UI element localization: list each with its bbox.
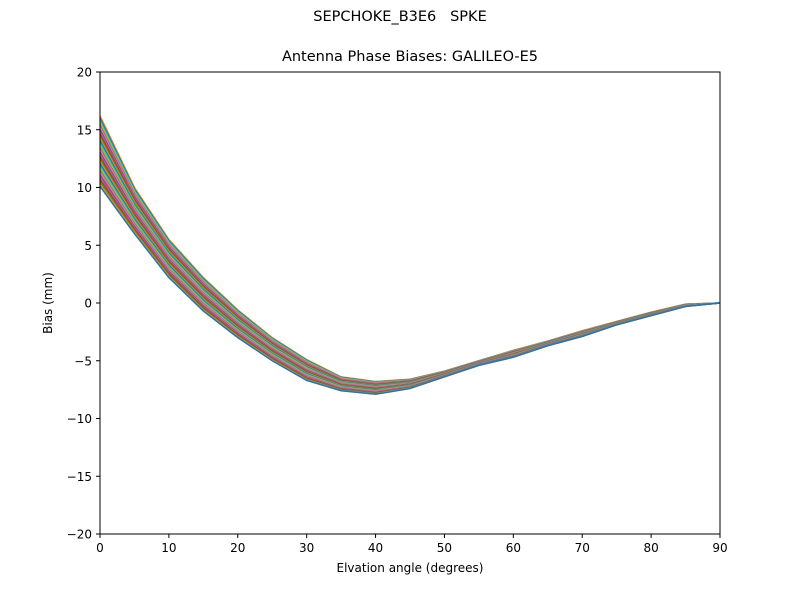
x-tick-label: 40 (368, 541, 383, 555)
y-tick-label: 0 (84, 297, 92, 311)
series-line (99, 129, 721, 385)
y-tick-label: 15 (77, 123, 92, 137)
series-line (99, 131, 721, 386)
series-line (99, 138, 721, 387)
y-axis-ticks: −20 −15 −10 −5 0 5 10 15 20 (67, 66, 100, 542)
y-tick-label: −10 (67, 412, 92, 426)
y-tick-label: −5 (74, 354, 92, 368)
x-tick-label: 20 (230, 541, 245, 555)
x-axis-ticks: 0 10 20 30 40 50 60 70 80 90 (96, 534, 728, 555)
data-curves (99, 115, 721, 396)
axes-frame (99, 71, 721, 535)
y-tick-label: 20 (77, 66, 92, 80)
series-line (99, 185, 721, 396)
x-tick-label: 10 (161, 541, 176, 555)
x-tick-label: 50 (437, 541, 452, 555)
series-line (99, 142, 721, 388)
x-tick-label: 90 (712, 541, 727, 555)
series-line (99, 120, 721, 384)
series-line (99, 117, 721, 383)
series-line (99, 115, 721, 383)
y-axis-label: Bias (mm) (41, 272, 55, 334)
x-axis-label: Elvation angle (degrees) (336, 561, 484, 575)
figure-suptitle: SEPCHOKE_B3E6 SPKE (313, 9, 487, 25)
y-tick-label: 10 (77, 181, 92, 195)
series-line (99, 133, 721, 386)
x-tick-label: 0 (96, 541, 104, 555)
x-tick-label: 30 (299, 541, 314, 555)
series-line (99, 122, 721, 384)
series-line (99, 126, 721, 385)
series-line (99, 140, 721, 387)
series-line (99, 124, 721, 384)
y-tick-label: −20 (67, 528, 92, 542)
chart-title: Antenna Phase Biases: GALILEO-E5 (281, 49, 539, 65)
y-tick-label: 5 (84, 239, 92, 253)
x-tick-label: 70 (575, 541, 590, 555)
x-tick-label: 60 (506, 541, 521, 555)
x-tick-label: 80 (643, 541, 658, 555)
y-tick-label: −15 (67, 470, 92, 484)
series-line (99, 135, 721, 386)
